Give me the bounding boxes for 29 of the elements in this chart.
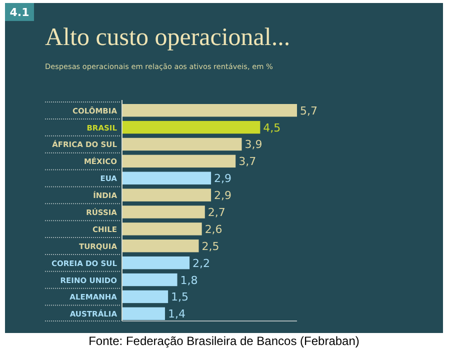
- bar: [122, 172, 212, 184]
- data-label: 1,4: [168, 308, 186, 321]
- bar: [122, 206, 205, 218]
- data-label: 3,9: [244, 138, 262, 152]
- data-label: 5,7: [300, 104, 318, 118]
- bar: [122, 222, 202, 236]
- data-label: 2,6: [204, 222, 222, 236]
- data-label: 2,5: [202, 240, 220, 253]
- source-note: Fonte: Federação Brasileira de Bancos (Febraban): [88, 334, 360, 348]
- bar: [122, 138, 242, 151]
- bar: [122, 307, 165, 320]
- data-label: 2,9: [214, 189, 232, 202]
- data-label: 1,8: [180, 274, 198, 287]
- bar: [122, 154, 236, 168]
- data-label: 2,9: [214, 172, 232, 186]
- text: 4.1: [10, 6, 30, 19]
- bar: [122, 104, 297, 117]
- bar: [122, 273, 178, 286]
- bar: [122, 120, 260, 134]
- bar: [122, 240, 199, 252]
- data-label: 4,5: [263, 121, 281, 134]
- bar: [122, 188, 212, 202]
- data-label: 3,7: [238, 155, 256, 168]
- data-label: 2,7: [208, 206, 226, 219]
- data-label: 1,5: [171, 290, 189, 304]
- bar: [122, 290, 168, 304]
- bar: [122, 256, 190, 270]
- data-label: 2,2: [192, 256, 210, 270]
- chart-title: Alto custo operacional...: [45, 24, 290, 51]
